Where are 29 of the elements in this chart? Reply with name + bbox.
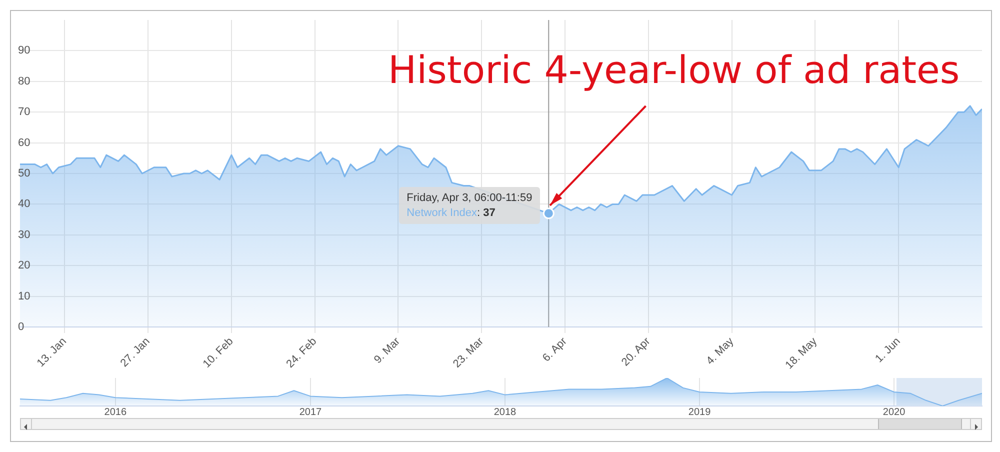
x-tick-label: 18. May	[783, 335, 820, 372]
x-tick-label: 13. Jan	[34, 335, 69, 370]
x-tick-label: 2020	[882, 406, 906, 418]
y-tick-label: 90	[18, 44, 30, 57]
y-tick-label: 60	[18, 136, 30, 149]
x-tick-label: 2018	[494, 406, 517, 418]
x-tick-label: 2016	[104, 406, 127, 418]
x-tick-label: 20. Apr	[620, 335, 653, 369]
y-tick-label: 50	[18, 168, 30, 180]
y-tick-label: 70	[18, 106, 30, 118]
y-tick-label: 0	[18, 321, 24, 334]
x-tick-label: 10. Feb	[200, 335, 236, 370]
x-tick-label: 23. Mar	[451, 335, 486, 370]
x-tick-label: 24. Feb	[284, 335, 320, 370]
x-tick-label: 6. Apr	[540, 335, 570, 364]
x-tick-label: 1. Jun	[873, 335, 903, 366]
x-tick-label: 9. Mar	[372, 335, 403, 366]
annotation: Friday, Apr 3, 06:00-11:59	[406, 192, 532, 204]
annotation: Historic 4-year-low of ad rates	[388, 48, 960, 92]
annotation: Network Index: 37	[406, 206, 496, 219]
y-tick-label: 20	[18, 260, 30, 272]
y-tick-label: 30	[18, 228, 30, 241]
x-tick-label: 27. Jan	[118, 335, 152, 370]
y-tick-label: 10	[18, 290, 30, 302]
x-tick-label: 2017	[299, 406, 322, 418]
y-tick-label: 40	[18, 198, 30, 210]
x-tick-label: 2019	[688, 406, 712, 418]
y-tick-label: 80	[18, 75, 30, 88]
x-tick-label: 4. May	[704, 335, 736, 368]
